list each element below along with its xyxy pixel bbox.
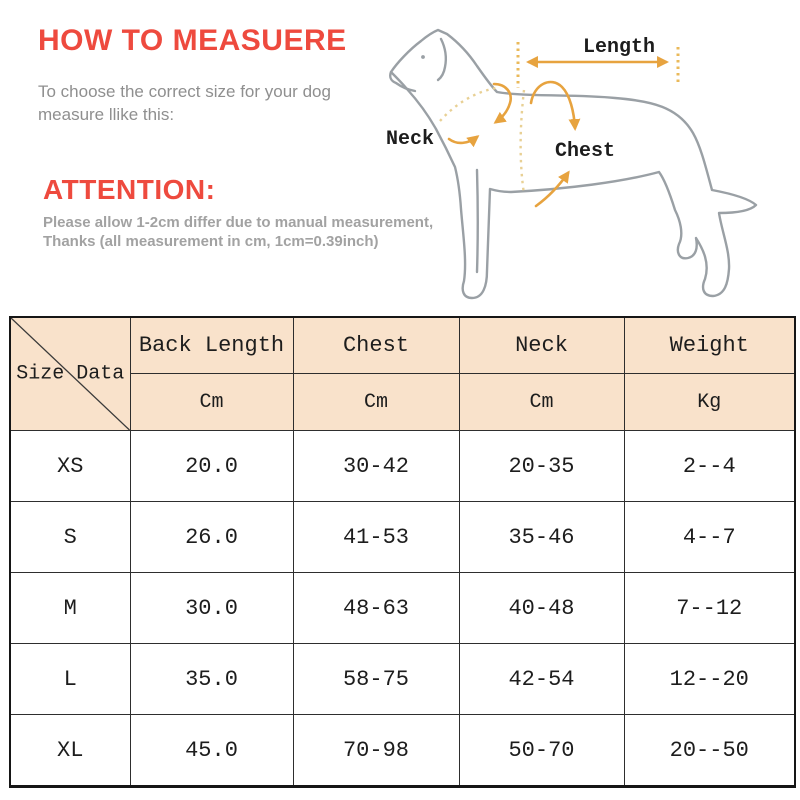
- col-header-neck: Neck: [458, 316, 625, 374]
- cell-s-chest: 41-53: [292, 501, 460, 573]
- unit-back-length: Cm: [129, 373, 294, 431]
- dog-measurement-diagram: Length Neck Chest: [386, 28, 758, 300]
- col-header-back-length: Back Length: [129, 316, 294, 374]
- table-row-s: S 26.0 41-53 35-46 4--7: [9, 501, 796, 573]
- size-label-s: S: [9, 501, 131, 573]
- cell-m-back-length: 30.0: [129, 572, 294, 644]
- header-row-measures: Size Data Back Length Chest Neck Weight: [9, 316, 796, 431]
- cell-xl-chest: 70-98: [292, 714, 460, 787]
- cell-xl-back-length: 45.0: [129, 714, 294, 787]
- col-header-weight: Weight: [623, 316, 796, 374]
- size-label-m: M: [9, 572, 131, 644]
- size-label-l: L: [9, 643, 131, 715]
- chest-under-arrow: [534, 170, 570, 208]
- attention-note: Please allow 1-2cm differ due to manual …: [43, 213, 433, 251]
- cell-xs-back-length: 20.0: [129, 430, 294, 502]
- cell-xs-weight: 2--4: [623, 430, 796, 502]
- attention-title: ATTENTION:: [43, 174, 216, 205]
- corner-cell: Size Data: [9, 316, 131, 431]
- cell-s-weight: 4--7: [623, 501, 796, 573]
- neck-wrap-arrow: [492, 82, 512, 124]
- dog-outline-drawing: [389, 28, 758, 300]
- cell-l-neck: 42-54: [458, 643, 625, 715]
- subtitle-line2: measure llike this:: [38, 105, 175, 124]
- subtitle: To choose the correct size for your dog …: [38, 80, 331, 126]
- size-label-xs: XS: [9, 430, 131, 502]
- attention-line1: Please allow 1-2cm differ due to manual …: [43, 214, 434, 231]
- size-chart-table: Size Data Back Length Chest Neck Weight …: [9, 316, 796, 788]
- table-row-xl: XL 45.0 70-98 50-70 20--50: [9, 714, 796, 787]
- cell-s-neck: 35-46: [458, 501, 625, 573]
- chest-label: Chest: [555, 140, 615, 163]
- size-label-xl: XL: [9, 714, 131, 787]
- cell-xl-weight: 20--50: [623, 714, 796, 787]
- col-header-chest: Chest: [292, 316, 460, 374]
- header-row-units: Cm Cm Cm Kg: [10, 373, 796, 431]
- cell-l-back-length: 35.0: [129, 643, 294, 715]
- unit-weight: Kg: [623, 373, 796, 431]
- length-label: Length: [583, 36, 655, 59]
- cell-xl-neck: 50-70: [458, 714, 625, 787]
- table-row-m: M 30.0 48-63 40-48 7--12: [9, 572, 796, 644]
- neck-small-arrow: [447, 135, 480, 148]
- table-row-xs: XS 20.0 30-42 20-35 2--4: [9, 430, 796, 502]
- chest-guide-line: [519, 89, 526, 195]
- cell-s-back-length: 26.0: [129, 501, 294, 573]
- cell-xs-neck: 20-35: [458, 430, 625, 502]
- cell-l-weight: 12--20: [623, 643, 796, 715]
- corner-label: Size Data: [16, 362, 125, 386]
- page-title: HOW TO MEASUERE: [38, 24, 347, 57]
- dog-eye: [421, 55, 425, 59]
- neck-label: Neck: [386, 128, 434, 151]
- cell-m-chest: 48-63: [292, 572, 460, 644]
- cell-l-chest: 58-75: [292, 643, 460, 715]
- cell-m-neck: 40-48: [458, 572, 625, 644]
- diagonal-divider: [11, 318, 130, 430]
- unit-neck: Cm: [458, 373, 625, 431]
- table-row-l: L 35.0 58-75 42-54 12--20: [9, 643, 796, 715]
- cell-xs-chest: 30-42: [292, 430, 460, 502]
- subtitle-line1: To choose the correct size for your dog: [38, 82, 331, 101]
- attention-line2: Thanks (all measurement in cm, 1cm=0.39i…: [43, 233, 379, 250]
- cell-m-weight: 7--12: [623, 572, 796, 644]
- chest-over-arrow: [529, 80, 581, 131]
- neck-guide-arc: [439, 86, 497, 122]
- unit-chest: Cm: [292, 373, 460, 431]
